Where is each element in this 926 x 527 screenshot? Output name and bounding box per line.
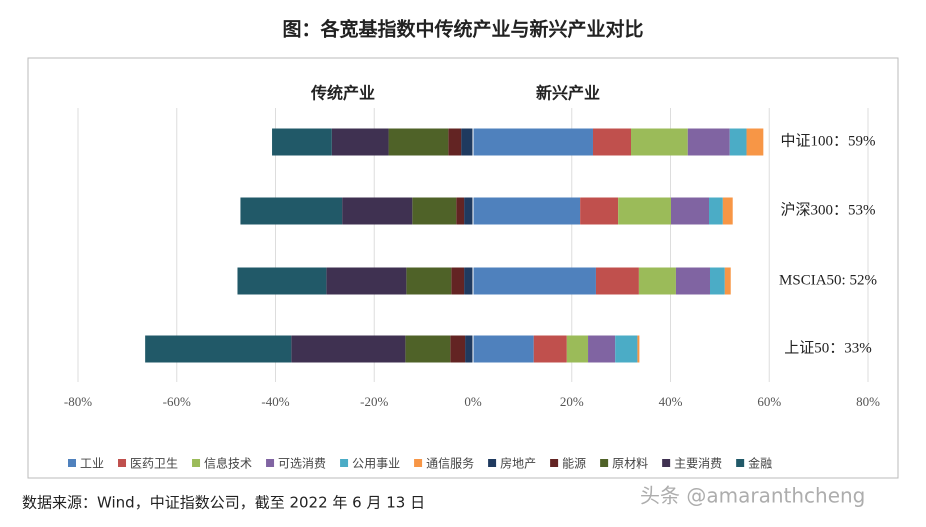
watermark: 头条 @amaranthcheng <box>640 484 865 508</box>
bar-segment <box>331 128 389 156</box>
source: 数据来源：Wind，中证指数公司，截至 2022 年 6 月 13 日 <box>22 494 425 512</box>
bar-segment <box>237 267 327 295</box>
bar-segment <box>456 197 465 225</box>
bar-segment <box>412 197 457 225</box>
bar-segment <box>326 267 407 295</box>
legend-label: 金融 <box>748 456 772 471</box>
legend-swatch <box>600 459 609 467</box>
bar-segment <box>291 335 406 363</box>
legend-label: 能源 <box>562 457 586 471</box>
bar-segment <box>724 267 731 295</box>
chart-title: 图：各宽基指数中传统产业与新兴产业对比 <box>282 18 643 41</box>
legend-swatch <box>550 459 559 467</box>
bar-segment <box>709 197 723 225</box>
bar-segment <box>473 128 593 156</box>
x-tick-label: 60% <box>757 394 781 409</box>
legend-swatch <box>662 459 671 467</box>
legend-swatch <box>192 459 201 467</box>
bar-segment <box>464 197 473 225</box>
bar-segment <box>631 128 688 156</box>
bar-segment <box>272 128 332 156</box>
bar-segment <box>618 197 671 225</box>
legend-swatch <box>414 459 423 467</box>
annotation: 传统产业 <box>310 84 375 103</box>
bar-segment <box>722 197 733 225</box>
bar-segment <box>448 128 462 156</box>
bar-segment <box>342 197 413 225</box>
category-label: 上证50：33% <box>784 339 872 356</box>
bar-segment <box>710 267 725 295</box>
x-tick-label: 80% <box>856 394 880 409</box>
legend-label: 主要消费 <box>674 457 722 471</box>
bar-segment <box>638 267 676 295</box>
bar-segment <box>406 267 452 295</box>
x-tick-label: 0% <box>464 394 482 409</box>
bar-segment <box>592 128 631 156</box>
bar-segment <box>588 335 616 363</box>
bar-segment <box>145 335 292 363</box>
plot-frame <box>27 57 899 479</box>
x-tick-label: -40% <box>261 394 289 409</box>
bar-segment <box>461 128 473 156</box>
legend-swatch <box>266 459 275 467</box>
category-label: MSCIA50: 52% <box>779 272 877 288</box>
bar-segment <box>464 267 473 295</box>
bar-segment <box>675 267 710 295</box>
bar-segment <box>746 128 764 156</box>
x-tick-label: -60% <box>163 394 191 409</box>
x-tick-label: -20% <box>360 394 388 409</box>
legend-label: 信息技术 <box>204 456 252 471</box>
legend-label: 原材料 <box>612 457 648 471</box>
bar-segment <box>405 335 451 363</box>
legend-swatch <box>340 459 349 467</box>
legend-swatch <box>118 459 127 467</box>
legend-label: 通信服务 <box>426 456 474 471</box>
legend-swatch <box>736 459 745 467</box>
legend-label: 房地产 <box>500 456 536 471</box>
x-tick-label: -80% <box>64 394 92 409</box>
bar-segment <box>595 267 639 295</box>
bar-segment <box>450 335 466 363</box>
annotation: 新兴产业 <box>536 84 600 103</box>
legend-label: 医药卫生 <box>130 457 178 471</box>
bar-segment <box>615 335 638 363</box>
legend-label: 工业 <box>80 457 104 471</box>
bar-segment <box>388 128 449 156</box>
bar-segment <box>670 197 710 225</box>
bar-segment <box>473 197 581 225</box>
legend-swatch <box>68 459 76 467</box>
bar-segment <box>465 335 473 363</box>
legend-label: 可选消费 <box>278 457 326 471</box>
bar-segment <box>473 267 596 295</box>
x-tick-label: 20% <box>560 394 584 409</box>
bar-segment <box>566 335 589 363</box>
bar-segment <box>729 128 747 156</box>
category-label: 沪深300：53% <box>781 201 876 218</box>
bar-segment <box>473 335 534 363</box>
bar-segment <box>637 335 640 363</box>
bar-segment <box>580 197 619 225</box>
legend-swatch <box>488 459 497 467</box>
bar-segment <box>451 267 465 295</box>
bar-segment <box>687 128 730 156</box>
bar-segment <box>240 197 343 225</box>
x-tick-label: 40% <box>659 394 683 409</box>
legend-label: 公用事业 <box>352 457 400 471</box>
category-label: 中证100：59% <box>781 132 876 149</box>
bar-segment <box>533 335 567 363</box>
